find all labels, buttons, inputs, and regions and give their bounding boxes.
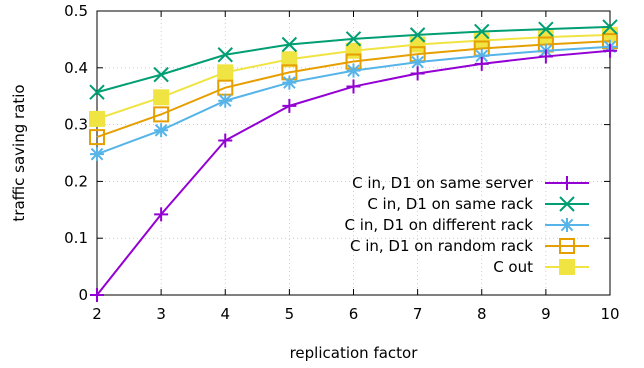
legend-item: C in, D1 on same server [352,174,589,192]
x-tick-label: 2 [92,305,102,323]
y-tick-label: 0.4 [64,59,88,77]
series-1 [90,43,617,302]
data-point [282,75,297,90]
y-tick-label: 0.1 [64,229,88,247]
x-axis-label: replication factor [290,344,419,362]
data-point [89,84,105,100]
x-tick-label: 6 [349,305,359,323]
x-tick-label: 3 [156,305,166,323]
legend-marker [560,176,574,190]
data-point [154,123,169,138]
x-tick-label: 8 [477,305,487,323]
legend-label: C out [493,258,533,276]
data-point [89,129,105,146]
data-point [474,56,489,71]
y-tick-label: 0 [78,286,88,304]
legend-marker [559,196,575,212]
data-point [409,36,426,53]
legend-marker [559,259,575,275]
data-point [474,48,489,63]
data-point [603,43,617,58]
y-tick-label: 0.2 [64,172,88,190]
data-point [345,31,362,47]
legend: C in, D1 on same server C in, D1 on same … [344,174,589,276]
data-point [474,23,490,40]
legend-item: C out [493,258,589,276]
data-point [410,55,425,70]
y-tick-label: 0.3 [64,116,88,134]
y-axis-label: traffic saving ratio [10,84,28,221]
data-point [217,47,233,63]
legend-item: C in, D1 on same rack [367,195,589,213]
x-tick-label: 10 [600,305,619,323]
legend-label: C in, D1 on different rack [344,216,533,234]
data-point [89,110,105,127]
data-point [90,288,104,302]
data-point [602,19,618,35]
x-tick-label: 4 [220,305,230,323]
series-2 [89,19,618,100]
data-point [218,133,233,148]
data-point [218,93,233,108]
data-point [281,36,298,53]
legend-marker [559,238,575,254]
data-point [281,51,298,68]
series-lines [89,19,618,302]
data-point [346,63,361,78]
data-point [153,66,169,83]
series-line [96,45,611,156]
data-point [90,147,104,162]
data-point [538,49,553,64]
legend-marker [560,218,574,232]
data-point [282,98,297,113]
legend-label: C in, D1 on same rack [367,195,533,213]
x-tick-label: 5 [285,305,295,323]
legend-item: C in, D1 on different rack [344,216,589,234]
data-point [410,66,425,81]
legend-label: C in, D1 on same server [352,174,534,192]
series-line [96,40,611,139]
axis-ticks: 0 0.1 0.2 0.3 0.4 0.5 2 3 4 5 6 7 8 9 10 [64,2,619,323]
data-point [346,79,361,94]
data-point [154,207,169,222]
data-point [538,21,554,37]
data-point [153,106,170,123]
data-point [409,27,426,43]
y-tick-label: 0.5 [64,2,88,20]
data-point [153,89,170,106]
x-tick-label: 9 [541,305,551,323]
legend-label: C in, D1 on random rack [350,237,533,255]
x-tick-label: 7 [413,305,423,323]
data-point [217,64,234,81]
legend-item: C in, D1 on random rack [350,237,589,255]
